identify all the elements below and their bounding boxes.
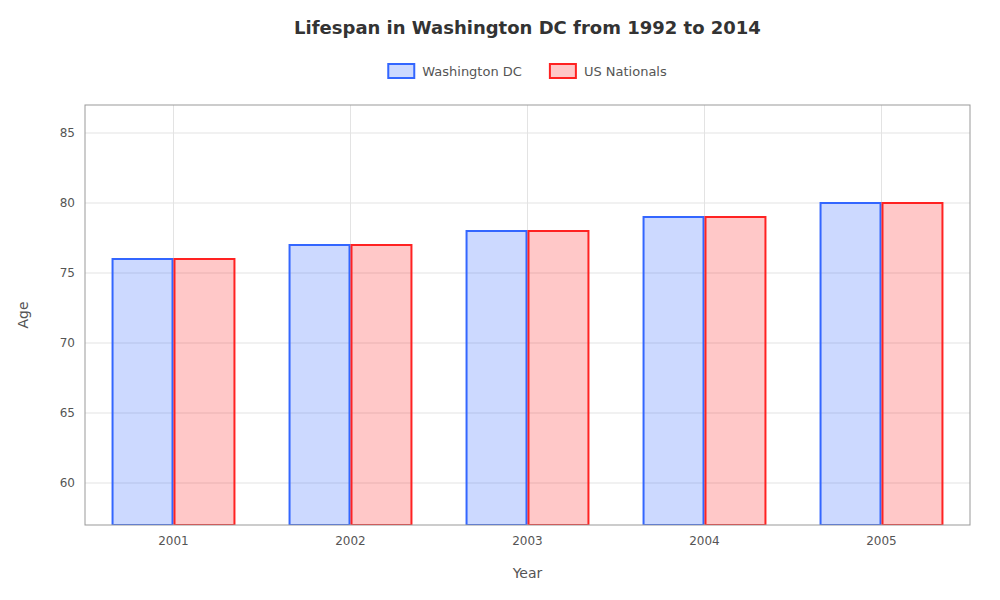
bar [529,231,589,525]
legend-item: Washington DC [388,64,522,79]
legend-item: US Nationals [550,64,667,79]
y-axis-label: Age [15,301,31,328]
plot-frame [85,105,970,525]
chart: 60 65 70 75 80 85 2001 2002 2003 2004 2005 Lifespan… [0,0,1000,600]
x-tick-label: 2002 [335,534,366,548]
legend-swatch [550,64,576,78]
legend-label: US Nationals [584,64,667,79]
grid [85,105,970,525]
y-tick-label: 85 [60,126,75,140]
title: Lifespan in Washington DC from 1992 to 2… [294,17,761,38]
bar [175,259,235,525]
y-tick-label: 65 [60,406,75,420]
x-tick-label: 2005 [866,534,897,548]
bar [113,259,173,525]
y-tick-label: 80 [60,196,75,210]
chart-container: 60 65 70 75 80 85 2001 2002 2003 2004 2005 Lifespan… [0,0,1000,600]
y-tick-label: 60 [60,476,75,490]
x-axis-label: Year [512,565,543,581]
legend-label: Washington DC [422,64,522,79]
bar [352,245,412,525]
bars [113,203,943,525]
bar [883,203,943,525]
y-tick-label: 75 [60,266,75,280]
y-tick-label: 70 [60,336,75,350]
bar [467,231,527,525]
bar [706,217,766,525]
x-tick-label: 2001 [158,534,189,548]
legend: Washington DC US Nationals [388,64,667,79]
bar [821,203,881,525]
legend-swatch [388,64,414,78]
x-tick-label: 2003 [512,534,543,548]
bar [644,217,704,525]
bar [290,245,350,525]
x-tick-label: 2004 [689,534,720,548]
